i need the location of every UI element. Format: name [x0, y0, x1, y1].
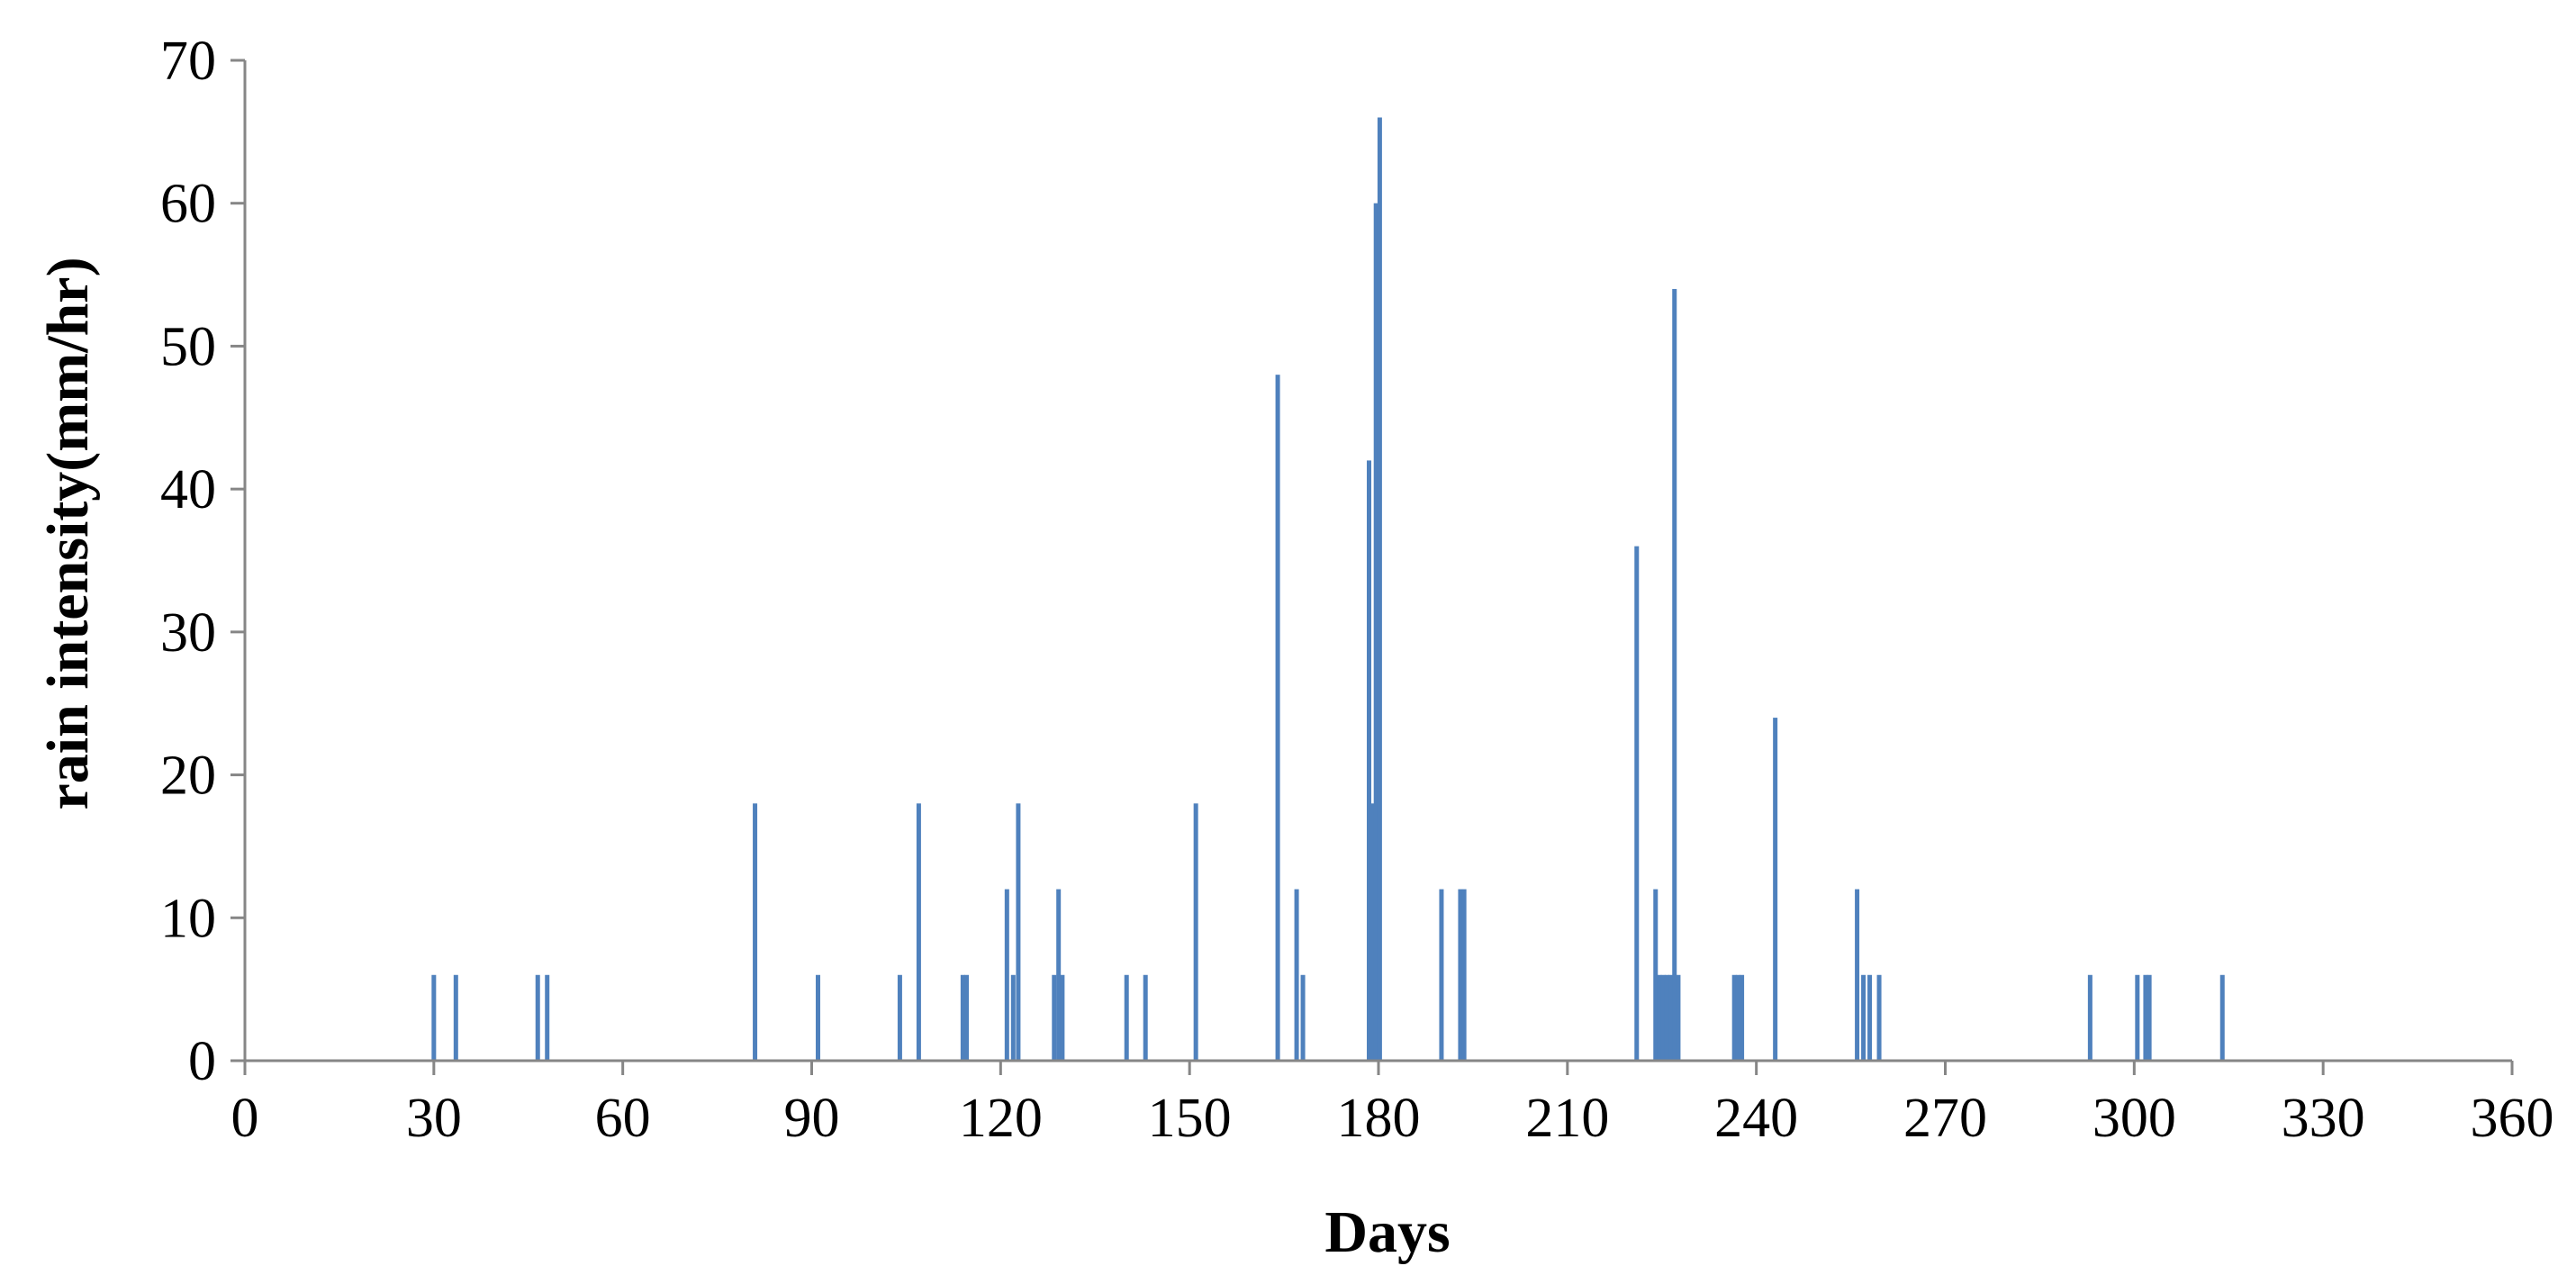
rain-bar [1740, 974, 1745, 1061]
rain-bar [431, 974, 437, 1061]
rain-bar [1004, 889, 1009, 1061]
y-tick-label: 30 [160, 602, 216, 664]
y-axis-title: rain intensity(mm/hr) [35, 257, 101, 809]
rain-bar [964, 974, 970, 1061]
rain-bar [753, 803, 758, 1061]
rain-bar [1773, 718, 1778, 1061]
y-axis-ticks: 0 10 20 30 40 50 60 70 [160, 31, 245, 1092]
y-tick-label: 0 [188, 1031, 216, 1092]
rain-bar [960, 974, 965, 1061]
rain-bar [1731, 974, 1737, 1061]
rain-bar [1367, 460, 1372, 1061]
rain-bar [1300, 974, 1306, 1061]
rain-bar [1439, 889, 1444, 1061]
x-tick-label: 30 [406, 1088, 462, 1149]
rain-bar [1653, 889, 1659, 1061]
rain-bar [2219, 974, 2225, 1061]
x-tick-label: 360 [2471, 1088, 2554, 1149]
bar-series [431, 117, 2225, 1062]
x-tick-label: 0 [231, 1088, 259, 1149]
rain-bar [1016, 803, 1021, 1061]
rain-bar [1664, 974, 1669, 1061]
rain-bar [1052, 974, 1057, 1061]
rain-bar [1855, 889, 1860, 1061]
x-tick-label: 300 [2092, 1088, 2176, 1149]
rain-bar [916, 803, 921, 1061]
rain-bar [1010, 974, 1016, 1061]
rain-bar [1369, 803, 1375, 1061]
rain-bar [453, 974, 458, 1061]
x-axis-title: Days [1324, 1199, 1450, 1265]
rain-bar [897, 974, 902, 1061]
rain-bar [1672, 288, 1677, 1061]
rain-bar [1657, 974, 1662, 1061]
x-tick-label: 210 [1525, 1088, 1609, 1149]
x-tick-label: 120 [959, 1088, 1043, 1149]
rain-bar [2147, 974, 2152, 1061]
x-tick-label: 180 [1337, 1088, 1421, 1149]
rain-bar [1861, 974, 1866, 1061]
rain-bar [1668, 974, 1674, 1061]
y-tick-label: 50 [160, 316, 216, 377]
rain-bar [1461, 889, 1467, 1061]
rain-bar [1377, 117, 1382, 1061]
rain-bar [1373, 203, 1378, 1061]
rain-bar [1193, 803, 1198, 1061]
rain-bar [1876, 974, 1882, 1061]
x-axis-ticks: 0 30 60 90 120 150 180 210 240 270 300 330 360 [231, 1061, 2554, 1149]
rain-bar [1143, 974, 1148, 1061]
x-tick-label: 270 [1903, 1088, 1987, 1149]
y-tick-label: 10 [160, 888, 216, 949]
rain-bar [1660, 974, 1666, 1061]
rain-bar [535, 974, 540, 1061]
x-tick-label: 90 [784, 1088, 840, 1149]
rain-bar [1294, 889, 1299, 1061]
rain-bar [1056, 889, 1062, 1061]
x-tick-label: 60 [595, 1088, 651, 1149]
rain-bar [1634, 546, 1640, 1061]
y-tick-label: 60 [160, 174, 216, 235]
rain-bar [1124, 974, 1129, 1061]
rain-bar [1735, 974, 1740, 1061]
rain-bar [2143, 974, 2148, 1061]
rain-bar [815, 974, 820, 1061]
x-tick-label: 330 [2282, 1088, 2365, 1149]
rain-bar [2135, 974, 2140, 1061]
rain-bar [1676, 974, 1681, 1061]
x-tick-label: 150 [1148, 1088, 1232, 1149]
y-tick-label: 20 [160, 746, 216, 807]
x-tick-label: 240 [1714, 1088, 1798, 1149]
y-tick-label: 70 [160, 31, 216, 92]
rain-bar [1458, 889, 1463, 1061]
rain-bar [1867, 974, 1873, 1061]
y-tick-label: 40 [160, 459, 216, 520]
rain-bar [1275, 375, 1280, 1062]
rain-bar [1060, 974, 1065, 1061]
rain-bar [2087, 974, 2092, 1061]
rain-bar [545, 974, 550, 1061]
